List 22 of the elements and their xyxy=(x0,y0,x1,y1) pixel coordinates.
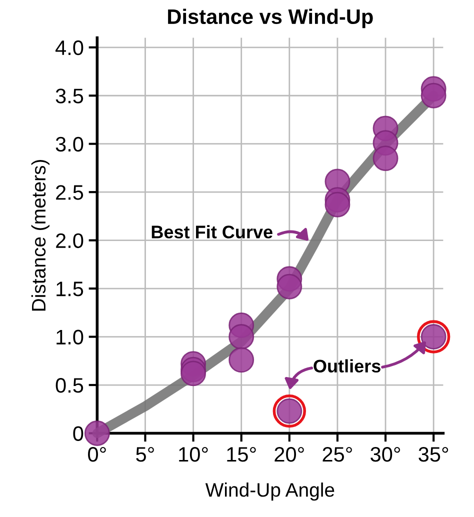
y-tick-label: 1.0 xyxy=(56,330,84,345)
x-tick-label: 35° xyxy=(418,446,448,462)
annotation: Outliers xyxy=(314,359,380,372)
y-tick-label: 2.0 xyxy=(56,233,84,248)
y-tick-label: 0 xyxy=(73,426,84,441)
y-tick-label: 2.5 xyxy=(56,185,84,200)
y-tick-label: 0.5 xyxy=(56,378,84,393)
x-tick-label: 30° xyxy=(370,446,400,462)
y-tick-label: 3.0 xyxy=(56,136,84,152)
x-axis-title: Wind-Up Angle xyxy=(205,482,334,501)
x-tick-label: 5° xyxy=(136,446,154,462)
y-tick-label: 3.5 xyxy=(56,88,84,104)
y-tick-label: 1.5 xyxy=(56,282,84,296)
y-axis-title: Distance (meters) xyxy=(31,160,50,311)
chart-title: Distance vs Wind-Up xyxy=(168,8,373,28)
annotation: Best Fit Curve xyxy=(152,225,272,238)
x-tick-label: 0° xyxy=(88,446,106,462)
x-tick-label: 25° xyxy=(322,446,352,462)
x-tick-label: 15° xyxy=(227,446,256,462)
x-tick-label: 10° xyxy=(179,446,208,462)
x-tick-label: 20° xyxy=(274,446,304,462)
y-tick-label: 4.0 xyxy=(55,40,84,56)
